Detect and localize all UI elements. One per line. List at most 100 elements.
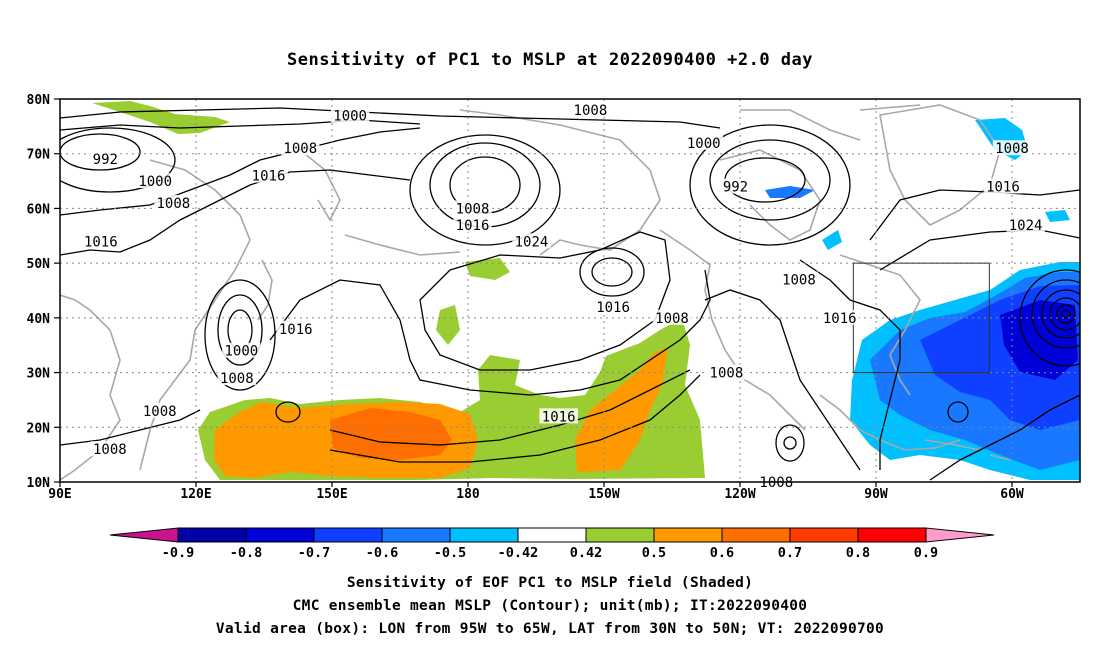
contour-low-atlantic-5: [1031, 279, 1080, 349]
green-patch-mid: [436, 305, 460, 345]
asia-coast: [60, 294, 121, 481]
contour-label: 1008: [710, 366, 744, 382]
lon-tick-label: 120E: [180, 487, 211, 502]
contour-label: 1008: [574, 103, 608, 119]
contour-label: 992: [723, 180, 748, 196]
contour-low-asia-2: [217, 294, 263, 366]
contour-1008-low-greenland: [689, 124, 851, 246]
colorbar-segment: [721, 527, 791, 543]
contour-label-bg: [992, 140, 1032, 156]
contour-1000-low-west: [60, 127, 176, 193]
contour-label-bg: [684, 134, 723, 150]
contour-label: 1000: [687, 136, 721, 152]
map-frame: [59, 98, 1081, 483]
chart-title: Sensitivity of PC1 to MSLP at 2022090400…: [286, 50, 813, 70]
lon-tick-label: 120W: [724, 487, 755, 502]
east-asia-coast: [139, 159, 251, 471]
lon-tick-label: 180: [456, 487, 480, 502]
contour-label: 1016: [279, 322, 313, 338]
colorbar-label: 0.7: [778, 545, 802, 561]
contour-labels: 1000 100899210081016100010081000992100810…: [81, 101, 1045, 491]
contour-low-eastern-pacific-1: [783, 436, 797, 450]
contour-label-bg: [593, 298, 633, 314]
contour-label: 1008: [995, 141, 1029, 157]
colorbar-label: 0.8: [846, 545, 870, 561]
colorbar-segment: [653, 527, 723, 543]
alaska-coast: [459, 109, 661, 256]
contour-low-small-pacific: [275, 401, 301, 423]
contour-label: 1000: [333, 108, 367, 124]
kamchatka: [299, 149, 341, 222]
contour-label-bg: [571, 101, 610, 117]
contour-label: 1016: [986, 180, 1020, 196]
contour-label-bg: [779, 271, 819, 287]
contour-label: 1016: [456, 218, 490, 234]
contour-label: 1008: [782, 273, 816, 289]
lat-tick-label: 20N: [27, 421, 51, 436]
lat-tick-label: 40N: [27, 312, 51, 327]
colorbar-label: -0.42: [498, 545, 539, 561]
colorbar-segment: [585, 527, 655, 543]
lon-tick-label: 90E: [48, 487, 71, 502]
negative-shading: [765, 118, 1080, 480]
red-orange-core: [330, 408, 452, 460]
coastlines: [60, 104, 1011, 481]
contour-label-bg: [222, 342, 261, 358]
contour-low-asia-3: [204, 279, 276, 391]
contour-label: 1016: [542, 409, 576, 425]
positive-shading: [92, 101, 705, 480]
contour-1008-se: [929, 394, 1080, 481]
lon-tick-label: 150E: [316, 487, 347, 502]
caption-valid-area: Valid area (box): LON from 95W to 65W, L…: [215, 621, 885, 637]
contour-label: 1008: [456, 201, 490, 217]
contour-label: 1016: [84, 234, 118, 250]
contour-label: 1016: [252, 169, 286, 185]
caption-contour: CMC ensemble mean MSLP (Contour); unit(m…: [292, 598, 808, 614]
contour-1008-na: [704, 289, 861, 471]
lat-tick-label: 60N: [27, 202, 51, 217]
contour-low-atlantic-4: [1041, 289, 1080, 339]
contour-1008-north: [60, 107, 721, 129]
contour-label-bg: [90, 441, 130, 457]
contour-label: 1008: [283, 141, 317, 157]
contour-label: 1016: [596, 300, 630, 316]
contour-label: 1016: [823, 311, 857, 327]
blue-patch-canada: [822, 230, 842, 250]
contour-label-bg: [81, 233, 120, 249]
contour-label-bg: [217, 370, 256, 386]
colorbar-segment: [789, 527, 859, 543]
contour-label-bg: [330, 107, 370, 123]
na-east-coast: [839, 254, 921, 396]
contour-label-bg: [453, 200, 492, 216]
colorbar-label: -0.8: [230, 545, 263, 561]
contour-label: 1008: [156, 196, 190, 212]
colorbar-extend-low: [109, 527, 179, 543]
contour-label-bg: [453, 216, 492, 232]
green-region-north-pacific: [92, 101, 230, 134]
colorbar-label: 0.42: [570, 545, 603, 561]
colorbar-segment: [449, 527, 519, 543]
contour-label-bg: [707, 364, 746, 380]
contour-label-bg: [652, 309, 692, 325]
contour-label: 1024: [515, 234, 549, 250]
contour-low-atlantic-1: [1061, 309, 1071, 319]
colorbar-label: 0.5: [642, 545, 666, 561]
contour-1016-pacific: [269, 269, 711, 396]
lat-tick-label: 30N: [27, 367, 51, 382]
contour-label: 1008: [759, 475, 793, 491]
lon-tick-label: 150W: [588, 487, 619, 502]
contour-low-caribbean: [947, 401, 969, 423]
colorbar-segment: [857, 527, 927, 543]
colorbar-segment: [313, 527, 383, 543]
contour-1000-low-greenland: [709, 139, 831, 221]
contour-label-bg: [276, 320, 315, 336]
contour-label-bg: [281, 140, 320, 156]
contour-label-bg: [820, 309, 859, 325]
na-west-coast: [659, 229, 806, 431]
contour-1016-na: [799, 259, 901, 470]
contour-label: 1000: [138, 174, 172, 190]
contour-label-bg: [983, 178, 1023, 194]
contour-label: 1008: [143, 404, 177, 420]
contour-1016-south: [329, 369, 691, 446]
